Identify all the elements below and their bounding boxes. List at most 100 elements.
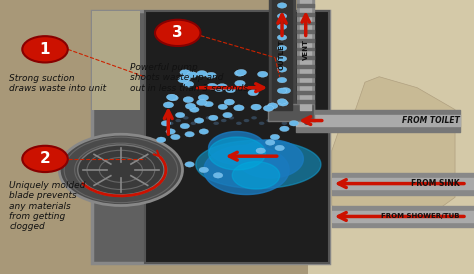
Circle shape: [235, 70, 245, 76]
Circle shape: [277, 35, 287, 40]
Circle shape: [180, 76, 191, 82]
Circle shape: [178, 77, 188, 83]
Circle shape: [235, 80, 245, 86]
Text: Powerful pump
shoots waste up and
out in less than 3 seconds: Powerful pump shoots waste up and out in…: [130, 63, 248, 93]
Circle shape: [267, 103, 278, 109]
Circle shape: [275, 145, 284, 151]
Circle shape: [217, 84, 228, 90]
Circle shape: [297, 116, 302, 119]
Circle shape: [304, 122, 310, 125]
Circle shape: [199, 167, 209, 173]
Circle shape: [236, 122, 242, 125]
Circle shape: [168, 122, 173, 125]
Circle shape: [180, 123, 190, 129]
Circle shape: [198, 95, 209, 101]
Polygon shape: [204, 145, 289, 195]
Text: Strong suction
draws waste into unit: Strong suction draws waste into unit: [9, 74, 107, 93]
Circle shape: [175, 119, 181, 122]
Circle shape: [214, 85, 224, 92]
Circle shape: [156, 137, 166, 142]
Text: OUTLET: OUTLET: [279, 39, 285, 70]
Circle shape: [266, 119, 272, 122]
Polygon shape: [332, 77, 455, 225]
Circle shape: [277, 77, 287, 83]
Circle shape: [207, 83, 217, 89]
Circle shape: [183, 81, 194, 87]
Circle shape: [209, 115, 218, 121]
Circle shape: [280, 88, 291, 94]
Circle shape: [190, 107, 199, 112]
Circle shape: [277, 13, 287, 19]
Circle shape: [197, 70, 207, 76]
Circle shape: [168, 95, 178, 101]
FancyBboxPatch shape: [145, 11, 329, 263]
Circle shape: [161, 121, 171, 126]
Circle shape: [199, 129, 209, 134]
Circle shape: [236, 69, 246, 75]
Circle shape: [213, 122, 219, 125]
Circle shape: [166, 129, 175, 134]
Polygon shape: [196, 140, 321, 189]
Circle shape: [251, 104, 261, 110]
Circle shape: [234, 105, 244, 111]
Text: 1: 1: [40, 42, 50, 57]
Circle shape: [163, 102, 173, 108]
Circle shape: [289, 121, 299, 126]
Circle shape: [257, 71, 268, 77]
Text: FROM TOILET: FROM TOILET: [402, 116, 460, 125]
Circle shape: [224, 99, 235, 105]
Circle shape: [259, 122, 264, 125]
Circle shape: [213, 173, 223, 178]
Circle shape: [218, 104, 228, 110]
Circle shape: [277, 3, 287, 8]
Circle shape: [277, 45, 287, 51]
Circle shape: [197, 99, 207, 105]
Circle shape: [265, 140, 275, 145]
Text: 2: 2: [40, 152, 50, 166]
Circle shape: [282, 122, 287, 125]
Circle shape: [221, 119, 227, 122]
Circle shape: [280, 126, 289, 132]
Circle shape: [277, 67, 287, 72]
FancyBboxPatch shape: [92, 11, 140, 110]
Polygon shape: [209, 132, 265, 164]
Circle shape: [206, 116, 211, 119]
Text: FROM SHOWER/TUB: FROM SHOWER/TUB: [381, 213, 460, 219]
Circle shape: [256, 148, 265, 153]
Circle shape: [175, 112, 185, 118]
Polygon shape: [237, 140, 303, 178]
Circle shape: [155, 20, 201, 46]
Circle shape: [183, 116, 189, 119]
FancyBboxPatch shape: [92, 11, 329, 263]
Circle shape: [251, 116, 257, 119]
Circle shape: [263, 105, 273, 111]
Circle shape: [78, 145, 164, 195]
Circle shape: [274, 116, 280, 119]
Circle shape: [277, 88, 287, 93]
Circle shape: [187, 72, 197, 78]
Polygon shape: [209, 137, 265, 170]
Circle shape: [166, 94, 177, 100]
FancyBboxPatch shape: [268, 104, 314, 121]
Circle shape: [185, 103, 196, 109]
Circle shape: [180, 70, 191, 76]
Circle shape: [185, 132, 194, 137]
Text: 3: 3: [173, 25, 183, 40]
Polygon shape: [232, 162, 280, 189]
Circle shape: [228, 116, 234, 119]
Circle shape: [270, 134, 280, 140]
Circle shape: [22, 36, 68, 62]
Circle shape: [191, 122, 196, 125]
Circle shape: [194, 118, 204, 123]
Circle shape: [277, 99, 287, 104]
Circle shape: [22, 146, 68, 172]
Circle shape: [244, 119, 249, 122]
Text: VENT: VENT: [303, 39, 309, 60]
Circle shape: [312, 119, 318, 122]
Text: Uniquely molded
blade prevents
any materials
from getting
clogged: Uniquely molded blade prevents any mater…: [9, 181, 86, 232]
Circle shape: [171, 134, 180, 140]
Circle shape: [248, 90, 258, 96]
Circle shape: [204, 101, 213, 107]
Circle shape: [289, 119, 295, 122]
Circle shape: [185, 162, 194, 167]
